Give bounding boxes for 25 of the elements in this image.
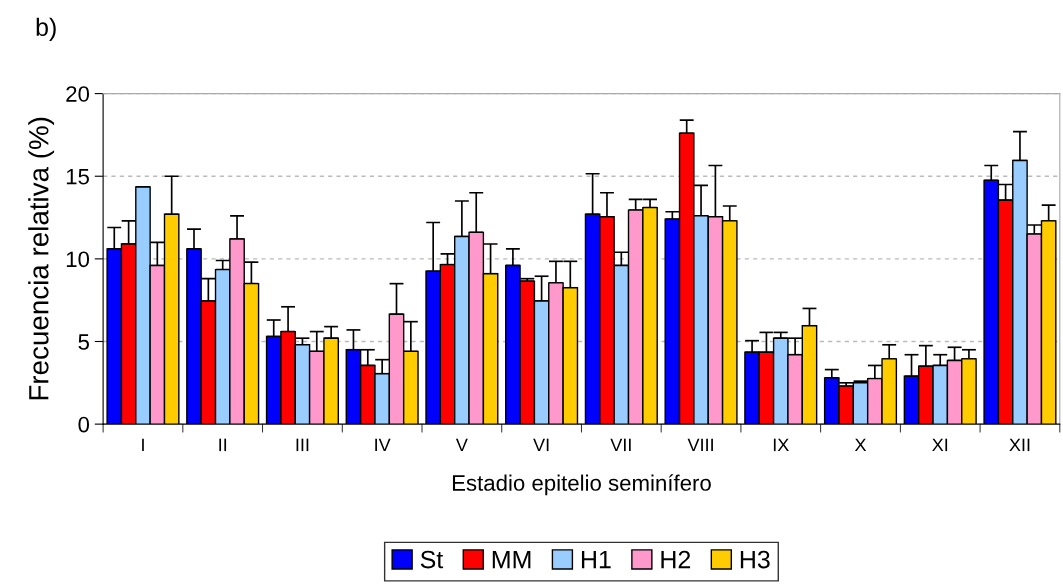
x-tick-label: I xyxy=(142,438,144,452)
x-tick-label: IX xyxy=(773,438,789,452)
x-tick-label: XII xyxy=(1009,438,1030,452)
y-tick-label: 5 xyxy=(78,334,89,350)
y-tick-label: 10 xyxy=(66,251,90,268)
legend-label: H3 xyxy=(740,550,770,569)
legend-label: MM xyxy=(492,550,531,569)
legend-label: H2 xyxy=(661,550,691,569)
x-tick-label: XI xyxy=(932,438,948,452)
x-tick-label: II xyxy=(219,438,227,452)
legend-label: H1 xyxy=(581,550,611,569)
x-tick-label: IV xyxy=(375,438,391,452)
x-tick-label: V xyxy=(455,438,468,452)
x-axis-title: Estadio epitelio seminífero xyxy=(452,474,711,496)
text: b) xyxy=(36,17,56,41)
y-tick-label: 15 xyxy=(66,169,89,185)
x-tick-label: VII xyxy=(610,438,631,452)
y-tick-label: 20 xyxy=(66,86,90,102)
x-tick-label: X xyxy=(854,438,867,452)
x-tick-label: VI xyxy=(533,438,549,452)
x-tick-label: VIII xyxy=(687,438,713,452)
y-axis-title: Frecuencia relativa (%) xyxy=(28,117,55,400)
legend-label: St xyxy=(420,550,444,569)
x-tick-label: III xyxy=(296,438,309,452)
y-tick-label: 0 xyxy=(78,416,90,433)
